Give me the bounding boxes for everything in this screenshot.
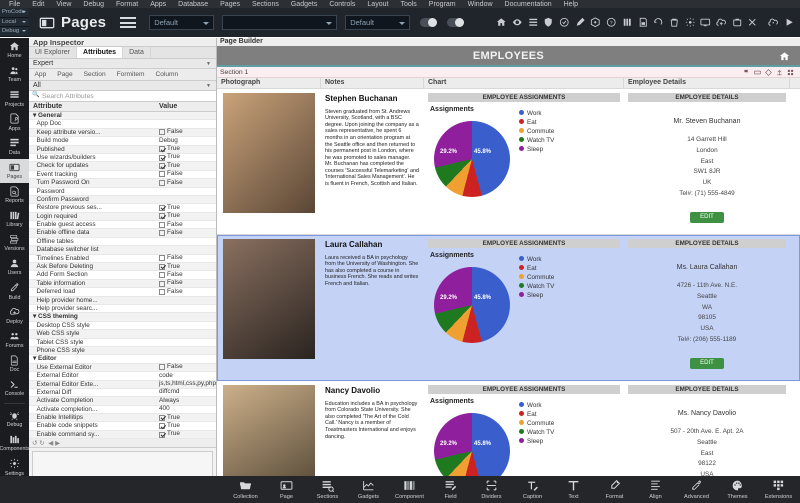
svg-text:?: ? xyxy=(610,20,613,26)
